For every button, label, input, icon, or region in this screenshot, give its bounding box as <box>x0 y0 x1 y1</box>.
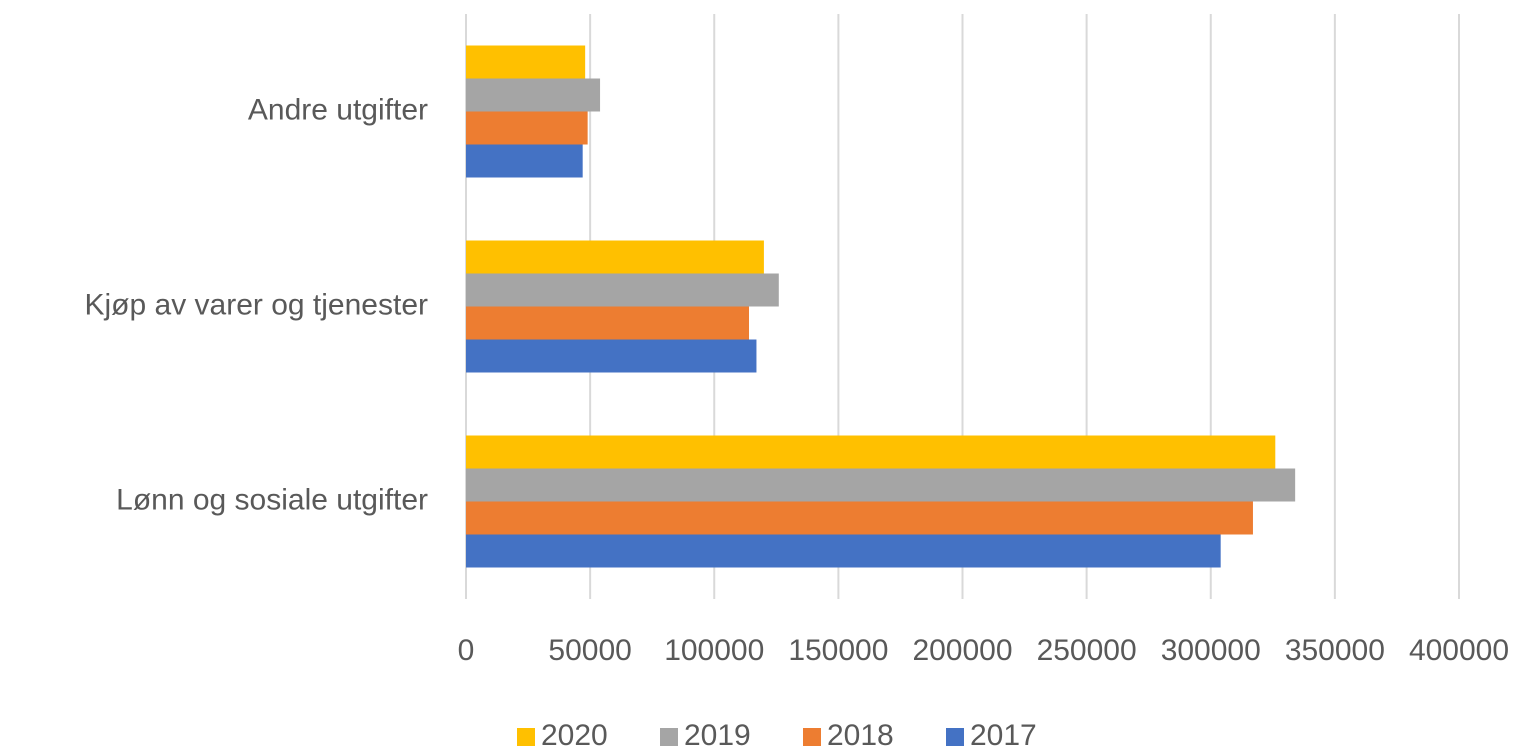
bar <box>466 501 1253 535</box>
bar <box>466 240 764 274</box>
y-tick-label: Andre utgifter <box>248 93 428 126</box>
x-tick-label: 350000 <box>1285 634 1385 667</box>
legend-swatch <box>517 728 535 746</box>
legend-label: 2018 <box>827 719 894 752</box>
bar <box>466 435 1276 469</box>
bar <box>466 45 586 79</box>
bar <box>466 468 1296 502</box>
legend-swatch <box>946 728 964 746</box>
legend-label: 2020 <box>541 719 608 752</box>
bar <box>466 111 588 145</box>
x-tick-label: 200000 <box>912 634 1012 667</box>
x-tick-label: 250000 <box>1037 634 1137 667</box>
bar <box>466 273 779 307</box>
x-tick-label: 100000 <box>664 634 764 667</box>
x-tick-label: 50000 <box>548 634 631 667</box>
bar <box>466 339 757 373</box>
x-tick-label: 0 <box>458 634 475 667</box>
legend-label: 2019 <box>684 719 751 752</box>
y-tick-label: Lønn og sosiale utgifter <box>116 483 428 516</box>
x-tick-label: 150000 <box>788 634 888 667</box>
bar <box>466 78 601 112</box>
legend-swatch <box>803 728 821 746</box>
legend-label: 2017 <box>970 719 1037 752</box>
bar <box>466 144 583 178</box>
bar <box>466 534 1221 568</box>
bar <box>466 306 750 340</box>
legend-swatch <box>660 728 678 746</box>
x-tick-label: 400000 <box>1409 634 1509 667</box>
y-tick-label: Kjøp av varer og tjenester <box>85 288 429 321</box>
x-tick-label: 300000 <box>1161 634 1261 667</box>
